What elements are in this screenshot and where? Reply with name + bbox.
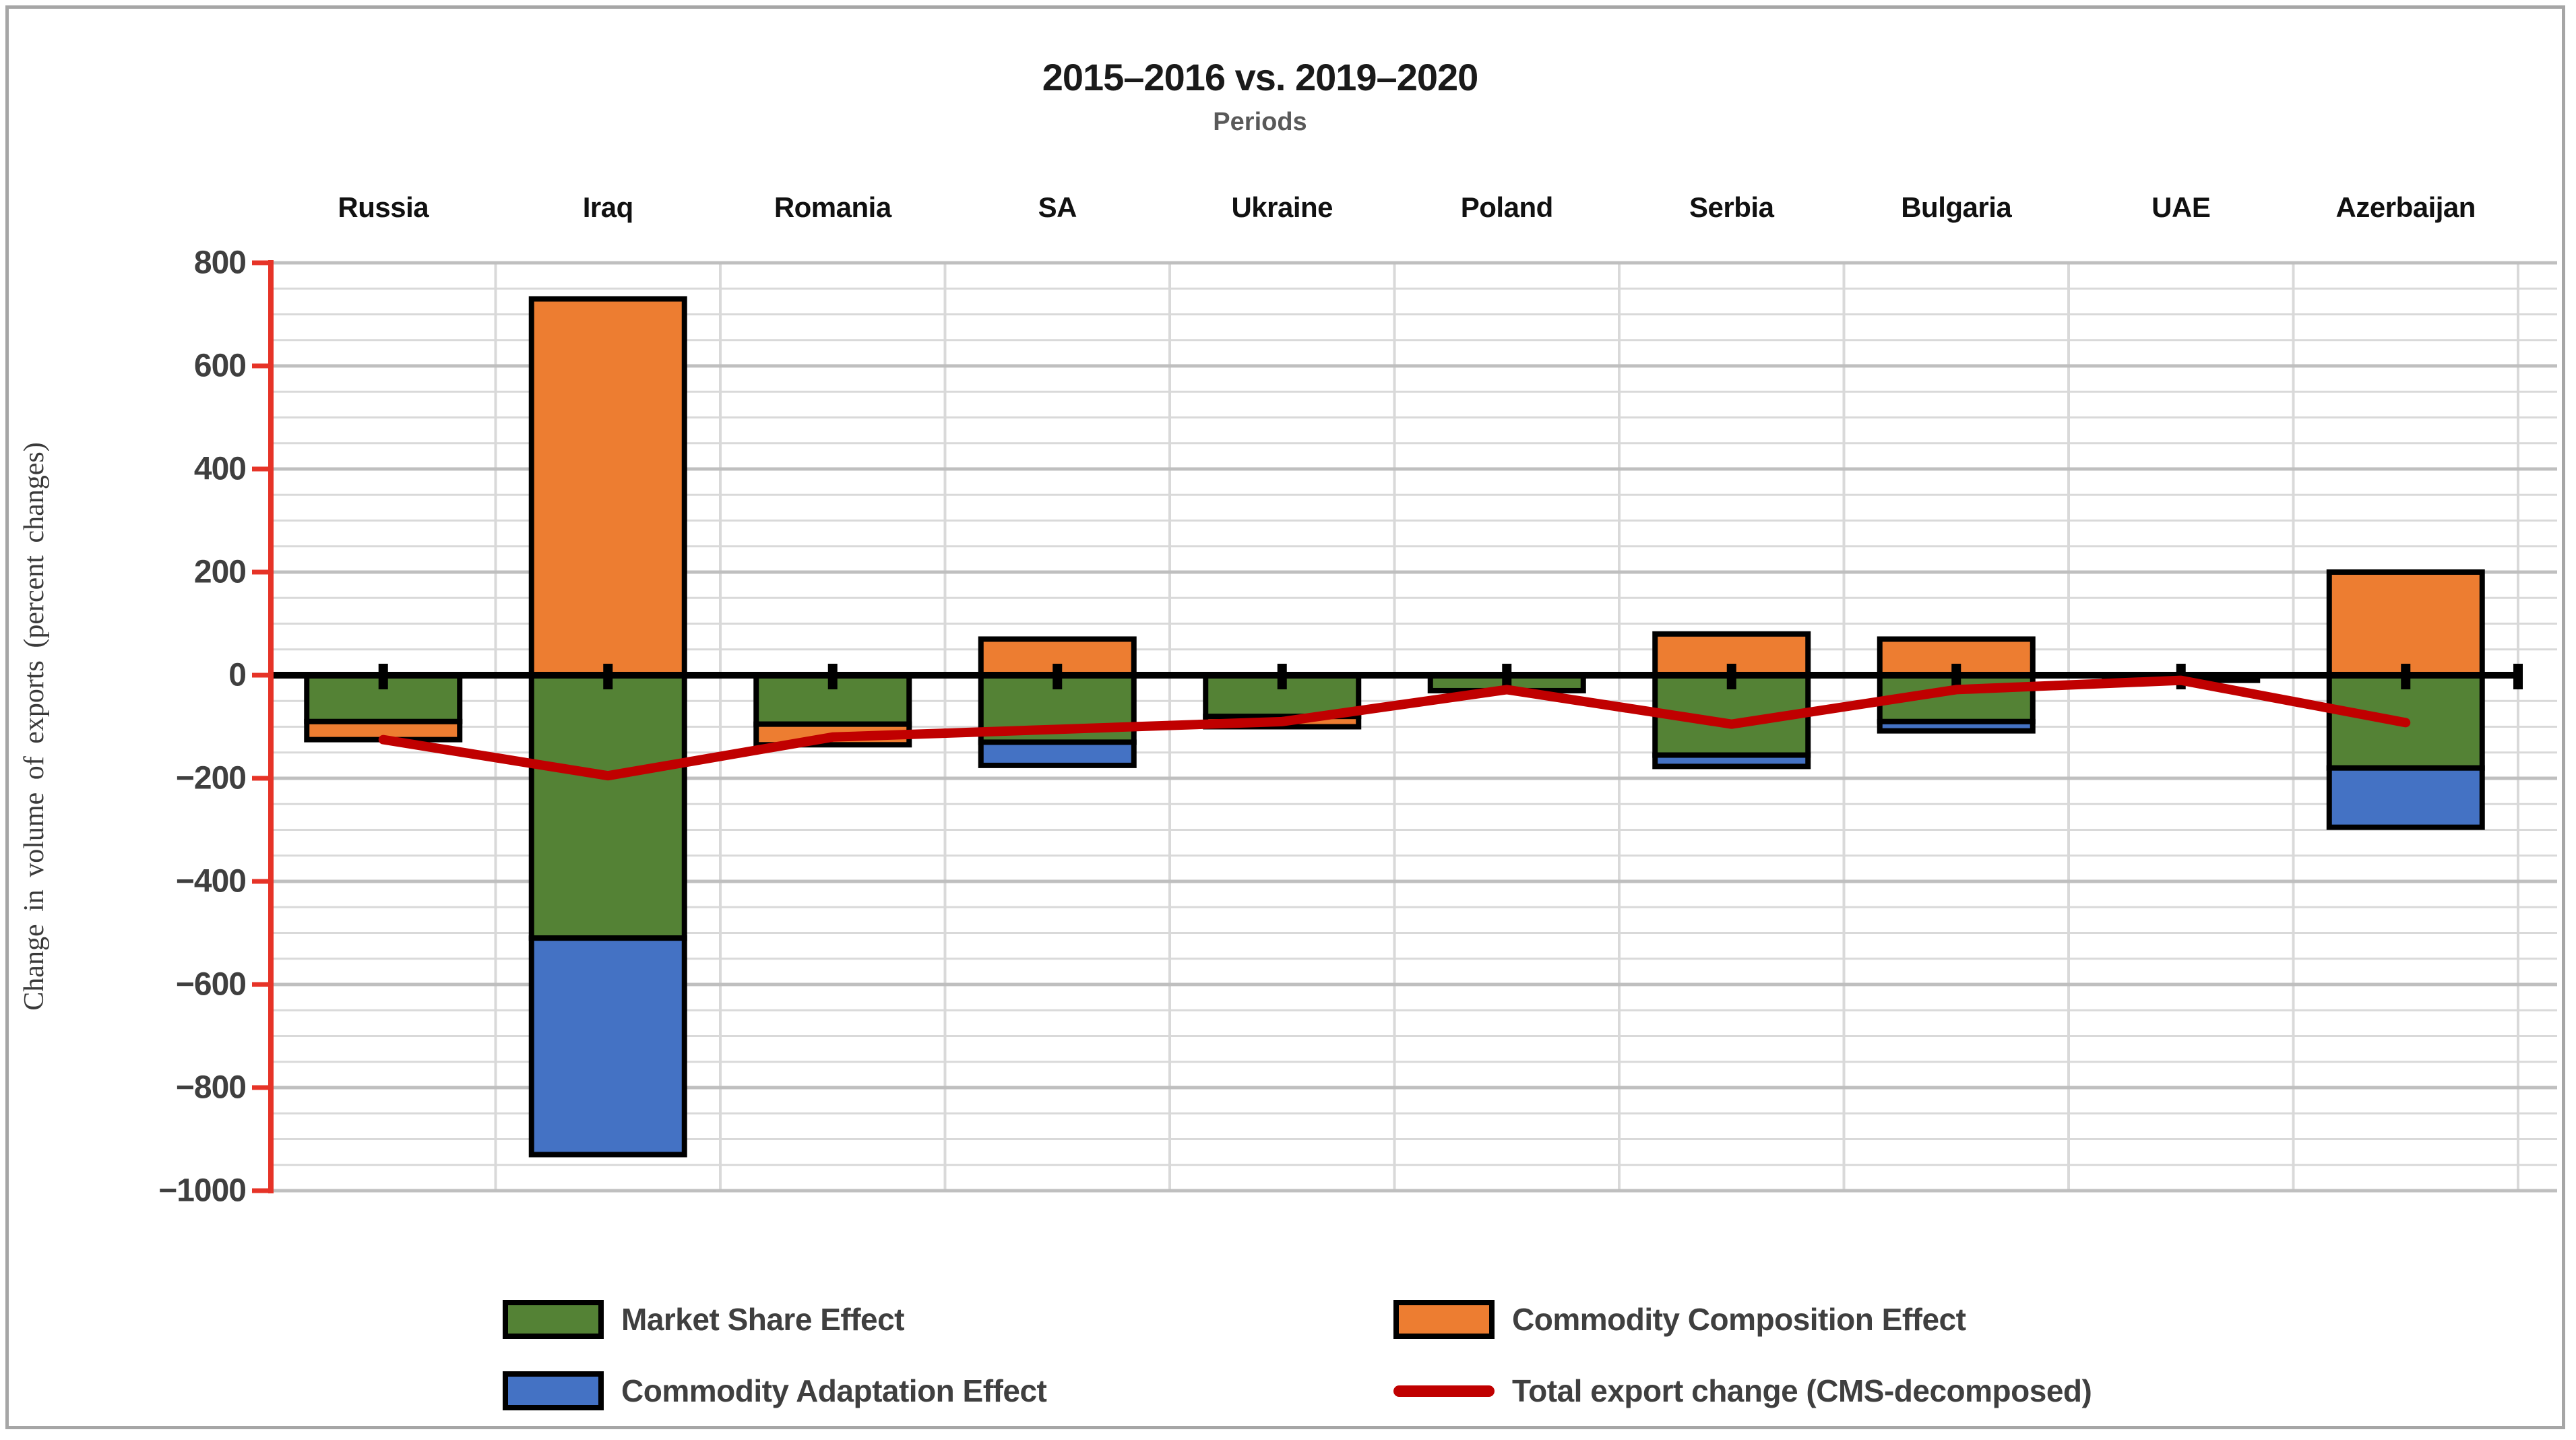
total-export-line-swatch-icon <box>1393 1385 1495 1397</box>
bar-segment-Iraq <box>528 935 687 1158</box>
total-export-change-line <box>378 675 2411 781</box>
legend-label: Total export change (CMS-decomposed) <box>1512 1373 2092 1408</box>
commodity-composition-swatch-icon <box>1393 1300 1495 1339</box>
category-label-poland: Poland <box>1460 191 1554 223</box>
category-label-serbia: Serbia <box>1689 191 1774 223</box>
category-label-uae: UAE <box>2151 191 2211 223</box>
legend-item-total-export-change: Total export change (CMS-decomposed) <box>1393 1371 2092 1411</box>
legend-item-commodity-adaptation: Commodity Adaptation Effect <box>503 1371 1047 1411</box>
legend-label: Market Share Effect <box>621 1302 905 1337</box>
category-label-russia: Russia <box>338 191 429 223</box>
bar-segment-Bulgaria <box>1877 718 2036 734</box>
x-axis-tick <box>1951 664 1961 689</box>
y-tick-label-−800: −800 <box>175 1069 247 1106</box>
category-label-ukraine: Ukraine <box>1231 191 1333 223</box>
legend-item-market-share: Market Share Effect <box>503 1299 905 1340</box>
category-label-bulgaria: Bulgaria <box>1901 191 2012 223</box>
y-tick-label-400: 400 <box>193 451 247 487</box>
y-axis-tick <box>252 982 271 987</box>
bar-segment-Azerbaijan <box>2326 569 2485 678</box>
x-axis-zero-line <box>271 672 2518 679</box>
y-axis-tick <box>252 672 271 678</box>
category-label-sa: SA <box>1038 191 1077 223</box>
y-axis-tick <box>252 776 271 781</box>
x-axis-tick <box>1502 664 1512 689</box>
legend-label: Commodity Adaptation Effect <box>621 1373 1047 1408</box>
y-tick-label-−200: −200 <box>175 760 247 796</box>
y-tick-label-600: 600 <box>193 348 247 384</box>
bar-segment-Azerbaijan <box>2326 765 2485 830</box>
chart-subtitle: Periods <box>1213 108 1307 136</box>
y-axis-tick <box>252 879 271 884</box>
x-axis-tick <box>2401 664 2411 689</box>
y-tick-label-200: 200 <box>193 554 247 590</box>
y-axis-tick <box>252 260 271 265</box>
bar-segment-Serbia <box>1652 752 1811 770</box>
x-axis-end-tick <box>2513 664 2523 689</box>
y-axis-tick <box>252 363 271 369</box>
y-tick-label-0: 0 <box>228 657 247 693</box>
y-axis-tick <box>252 1085 271 1090</box>
x-axis-tick <box>1053 664 1063 689</box>
x-axis-tick <box>1277 664 1287 689</box>
y-tick-label-−400: −400 <box>175 863 247 900</box>
x-axis-tick <box>827 664 838 689</box>
y-axis-tick <box>252 1188 271 1193</box>
bar-segment-SA <box>978 739 1137 768</box>
bar-segment-Iraq <box>528 672 687 941</box>
y-axis-tick <box>252 569 271 575</box>
x-axis-tick <box>378 664 388 689</box>
y-axis-tick <box>252 466 271 472</box>
y-axis-line <box>268 260 274 1193</box>
commodity-adaptation-swatch-icon <box>503 1371 604 1410</box>
category-label-iraq: Iraq <box>582 191 634 223</box>
y-axis-title: Change in volume of exports (percent cha… <box>19 442 50 1011</box>
category-label-azerbaijan: Azerbaijan <box>2335 191 2476 223</box>
legend-item-commodity-composition: Commodity Composition Effect <box>1393 1299 1966 1340</box>
x-axis-tick <box>1726 664 1736 689</box>
market-share-swatch-icon <box>503 1300 604 1339</box>
y-tick-label-−600: −600 <box>175 966 247 1003</box>
legend-label: Commodity Composition Effect <box>1512 1302 1966 1337</box>
y-tick-label-800: 800 <box>193 245 247 281</box>
category-label-romania: Romania <box>774 191 891 223</box>
chart-title: 2015–2016 vs. 2019–2020 <box>1042 56 1479 98</box>
x-axis-tick <box>603 664 613 689</box>
y-tick-label-−1000: −1000 <box>158 1172 247 1209</box>
bar-segment-Iraq <box>528 296 687 678</box>
